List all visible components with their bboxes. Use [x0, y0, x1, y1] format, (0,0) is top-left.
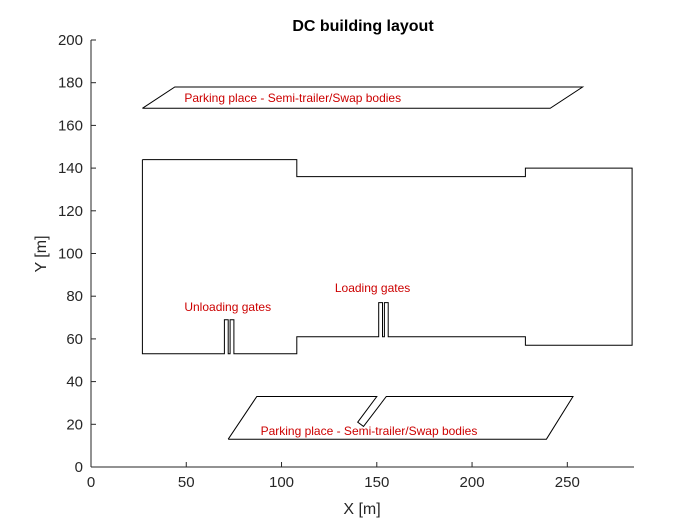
x-tick-label: 50: [178, 474, 195, 491]
annotation-label: Parking place - Semi-trailer/Swap bodies: [261, 424, 478, 438]
annotation-label: Parking place - Semi-trailer/Swap bodies: [184, 91, 401, 105]
x-tick-label: 0: [87, 474, 95, 491]
outline-series-2: [142, 86, 585, 109]
outline-series-1: [141, 159, 633, 355]
y-axis-title: Y [m]: [33, 235, 50, 272]
x-tick-label: 200: [460, 474, 485, 491]
y-tick-label: 100: [58, 246, 83, 263]
chart-title: DC building layout: [292, 18, 434, 35]
x-tick-label: 250: [555, 474, 580, 491]
axes: 0 50 100 150 200 250 0 20 40 60 80 100 120 140 160 180…: [58, 32, 634, 491]
y-tick-label: 80: [66, 288, 83, 305]
x-axis-title: X [m]: [343, 501, 380, 518]
y-tick-label: 180: [58, 75, 83, 92]
annotation-label: Unloading gates: [184, 300, 271, 314]
y-tick-label: 160: [58, 117, 83, 134]
plot-lines: [141, 86, 633, 440]
y-tick-label: 40: [66, 374, 83, 391]
plot-annotations: Parking place - Semi-trailer/Swap bodies…: [184, 91, 477, 438]
y-tick-label: 60: [66, 331, 83, 348]
y-tick-label: 20: [66, 416, 83, 433]
annotation-label: Loading gates: [335, 281, 410, 295]
x-tick-label: 150: [364, 474, 389, 491]
y-tick-label: 140: [58, 160, 83, 177]
x-tick-label: 100: [269, 474, 294, 491]
x-ticks: 0 50 100 150 200 250: [87, 462, 580, 491]
y-tick-label: 0: [75, 459, 83, 476]
y-ticks: 0 20 40 60 80 100 120 140 160 180 200: [58, 32, 96, 476]
outline-series-3: [227, 396, 574, 440]
y-tick-label: 120: [58, 203, 83, 220]
y-tick-label: 200: [58, 32, 83, 49]
